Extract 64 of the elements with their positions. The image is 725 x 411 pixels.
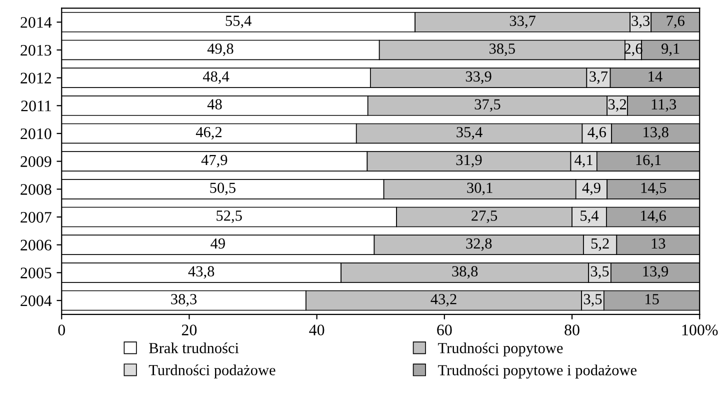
data-label: 3,5 — [584, 294, 602, 307]
data-label: 47,9 — [201, 154, 228, 168]
y-tick-label: 2004 — [20, 295, 52, 306]
data-label: 4,6 — [588, 127, 606, 140]
data-label: 27,5 — [472, 210, 498, 224]
legend-label: Trudności popytowe i podażowe — [438, 364, 637, 378]
data-label: 32,8 — [466, 238, 492, 251]
x-tick-label: 40 — [309, 324, 324, 336]
data-label: 43,2 — [430, 294, 456, 307]
y-tick-label: 2008 — [20, 184, 52, 195]
x-tick-label: 100% — [682, 324, 718, 336]
data-label: 7,6 — [666, 16, 684, 28]
legend-label: Turdności podażowe — [148, 364, 276, 378]
x-tick-label: 20 — [182, 324, 197, 336]
data-label: 30,1 — [467, 182, 492, 196]
data-label: 15 — [645, 294, 659, 304]
data-label: 3,2 — [608, 99, 626, 112]
data-label: 5,4 — [580, 210, 599, 224]
data-label: 49 — [210, 238, 225, 249]
data-label: 46,2 — [196, 127, 222, 140]
data-label: 38,5 — [490, 43, 515, 56]
data-label: 14 — [648, 71, 662, 82]
data-label: 33,9 — [466, 71, 492, 84]
data-label: 4,9 — [582, 182, 600, 196]
y-tick-label: 2014 — [20, 17, 52, 28]
legend-label: Brak trudności — [149, 342, 239, 354]
data-label: 50,5 — [210, 182, 236, 196]
data-label: 37,5 — [474, 99, 500, 112]
data-label: 48,4 — [202, 71, 230, 84]
data-label: 13 — [652, 238, 666, 249]
y-tick-label: 2010 — [20, 128, 52, 140]
y-tick-label: 2011 — [21, 100, 51, 112]
y-tick-label: 2005 — [20, 268, 52, 278]
data-label: 35,4 — [456, 127, 482, 140]
data-label: 49,8 — [207, 43, 234, 56]
data-label: 3,7 — [590, 71, 608, 84]
y-tick-label: 2012 — [20, 72, 52, 84]
y-tick-label: 2009 — [20, 156, 52, 168]
data-label: 48 — [207, 99, 222, 110]
x-tick-label: 0 — [58, 324, 66, 336]
data-label: 14,6 — [641, 210, 666, 224]
x-tick-label: 80 — [564, 324, 580, 336]
data-label: 16,1 — [636, 154, 661, 168]
data-label: 3,3 — [632, 16, 650, 28]
data-label: 5,2 — [591, 238, 609, 251]
x-tick-label: 60 — [437, 324, 452, 336]
data-label: 3,5 — [590, 266, 609, 279]
data-label: 11,3 — [652, 99, 676, 112]
data-label: 52,5 — [216, 210, 242, 224]
data-label: 13,8 — [644, 126, 668, 140]
data-label: 31,9 — [456, 154, 482, 168]
data-label: 33,7 — [510, 16, 536, 28]
legend-label: Trudności popytowe — [438, 342, 563, 356]
y-tick-label: 2013 — [20, 44, 52, 56]
data-label: 38,3 — [171, 294, 197, 307]
data-label: 13,9 — [643, 266, 668, 279]
data-label: 9,1 — [662, 44, 680, 56]
data-label: 55,4 — [226, 16, 252, 28]
data-label: 38,8 — [452, 266, 478, 279]
y-tick-label: 2007 — [20, 212, 52, 223]
y-tick-label: 2006 — [20, 240, 52, 251]
data-label: 14,5 — [641, 182, 666, 196]
data-label: 43,8 — [188, 266, 214, 279]
data-label: 4,1 — [574, 154, 592, 168]
